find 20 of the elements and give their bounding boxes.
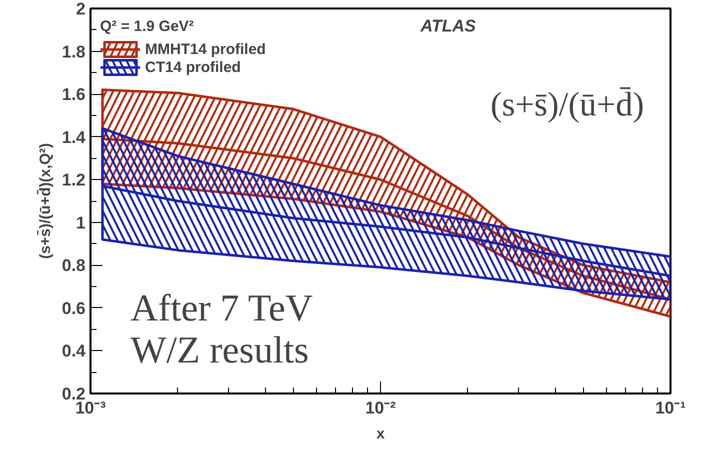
legend-label: MMHT14 profiled: [145, 40, 266, 58]
y-tick-label: 1.6: [62, 85, 86, 104]
x-axis-title: x: [376, 426, 386, 442]
legend-title: Q² = 1.9 GeV²: [100, 18, 195, 35]
annotation: ATLAS: [420, 16, 477, 36]
legend-label: CT14 profiled: [145, 58, 241, 76]
x-tick-label: 10⁻²: [365, 398, 396, 418]
y-tick-label: 0.8: [62, 256, 86, 276]
y-tick-label: 0.6: [62, 298, 86, 318]
y-tick-label: 1.4: [62, 128, 86, 147]
y-tick-label: 1.8: [62, 42, 86, 62]
y-axis-title: (s+s̄)/(ū+d̄)(x,Q²): [36, 143, 54, 259]
x-tick-label: 10⁻¹: [655, 398, 686, 418]
y-tick-label: 2: [76, 0, 86, 18]
x-tick-label: 10⁻³: [75, 398, 106, 418]
y-tick-label: 1.2: [62, 170, 86, 190]
annotation: After 7 TeV W/Z results: [130, 288, 314, 372]
y-tick-label: 1: [76, 213, 86, 232]
y-tick-label: 0.4: [62, 342, 86, 361]
annotation: (s+s̄)/(ū+d̄): [490, 86, 644, 124]
